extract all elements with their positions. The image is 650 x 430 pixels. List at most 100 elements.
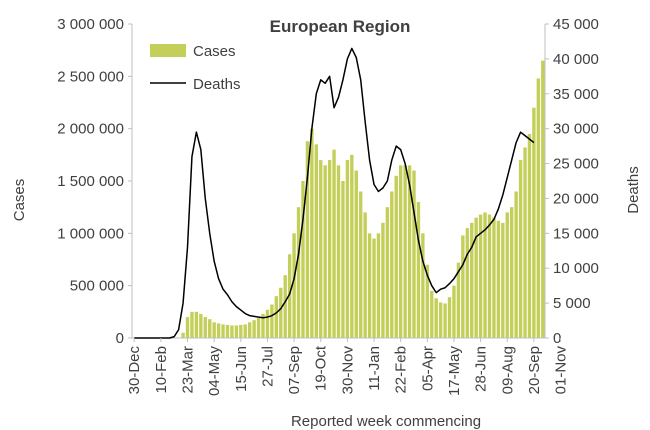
y-tick-right-label: 40 000 (553, 51, 599, 68)
y-tick-right-label: 10 000 (553, 260, 599, 277)
y-tick-right-label: 30 000 (553, 121, 599, 138)
cases-bar (243, 324, 247, 338)
deaths-line-group (134, 47, 535, 339)
x-tick-label: 22-Feb (393, 346, 410, 394)
cases-bar (287, 254, 292, 338)
cases-bar (292, 233, 296, 338)
cases-bar (261, 313, 265, 338)
x-tick-label: 30-Dec (126, 346, 143, 395)
x-tick-label: 27-Jul (259, 346, 276, 387)
cases-bar (376, 233, 381, 338)
y-tick-left-label: 1 500 000 (57, 173, 124, 190)
cases-bar (327, 160, 332, 338)
cases-bar (518, 160, 523, 338)
cases-bar (438, 302, 443, 338)
cases-bar (225, 324, 230, 338)
cases-bar (416, 201, 421, 338)
cases-bar (203, 317, 207, 338)
y-tick-left-label: 500 000 (70, 278, 124, 295)
cases-bar (483, 212, 487, 338)
cases-bar (541, 60, 545, 338)
cases-bar (434, 298, 438, 338)
cases-bar (407, 165, 412, 338)
cases-bar (265, 309, 270, 338)
cases-bar (527, 133, 532, 338)
cases-bar (256, 317, 261, 338)
cases-bar (385, 207, 390, 338)
cases-bar (216, 323, 221, 338)
deaths-line (134, 47, 535, 339)
cases-bar (314, 144, 318, 338)
legend: Cases Deaths (150, 43, 241, 93)
cases-bar (341, 181, 345, 338)
y-tick-right-label: 15 000 (553, 225, 599, 242)
cases-bar (514, 191, 518, 338)
y-tick-left-label: 1 000 000 (57, 225, 124, 242)
x-axis-label: Reported week commencing (291, 413, 481, 430)
cases-bar (310, 128, 314, 338)
cases-bar (452, 285, 456, 338)
cases-bar (510, 207, 514, 338)
cases-bar (478, 214, 483, 338)
y-tick-right-label: 0 (553, 330, 561, 347)
cases-bar (492, 217, 496, 338)
y-tick-left-label: 0 (116, 330, 124, 347)
cases-bar (323, 165, 327, 338)
cases-bar (305, 141, 310, 338)
cases-bar (296, 207, 301, 338)
cases-bar (496, 220, 501, 338)
cases-bar (283, 275, 287, 338)
cases-bar (190, 311, 194, 338)
y-tick-left-label: 2 500 000 (57, 68, 124, 85)
cases-bar (443, 303, 447, 338)
x-tick-label: 15-Jun (233, 346, 250, 392)
cases-bar (425, 264, 430, 338)
cases-bar (239, 324, 243, 338)
y-tick-right-label: 45 000 (553, 16, 599, 33)
cases-bar (394, 175, 398, 338)
cases-bar (359, 191, 363, 338)
legend-label-cases: Cases (193, 43, 236, 60)
cases-bar (279, 287, 283, 338)
x-tick-label: 09-Aug (499, 346, 516, 394)
cases-bar (398, 165, 403, 338)
cases-bar (461, 235, 465, 338)
x-tick-label: 17-May (446, 346, 463, 397)
cases-bar (252, 320, 256, 338)
cases-bar (474, 217, 478, 338)
chart-title: European Region (270, 17, 411, 36)
y-ticks-right: 0 5 000 10 000 15 000 20 000 25 000 30 000 35 0… (545, 16, 599, 347)
cases-bar (536, 78, 541, 339)
cases-bar (274, 296, 279, 338)
legend-label-deaths: Deaths (193, 76, 241, 93)
cases-bar (421, 233, 425, 338)
cases-bar (367, 233, 372, 338)
x-ticks: 30-Dec 10-Feb 23-Mar 04-May 15-Jun 27-Jul 07-S… (126, 338, 570, 397)
x-tick-label: 19-Oct (313, 345, 330, 391)
y-tick-left-label: 3 000 000 (57, 16, 124, 33)
cases-bar (319, 160, 323, 338)
cases-bar (532, 107, 536, 338)
y-axis-right-label: Deaths (625, 166, 642, 214)
cases-bar (208, 319, 212, 338)
cases-bar (456, 262, 461, 338)
y-tick-right-label: 25 000 (553, 156, 599, 173)
x-tick-label: 20-Sep (526, 346, 543, 394)
cases-bar (270, 304, 274, 338)
cases-bar (447, 297, 452, 338)
cases-bar (372, 238, 376, 338)
cases-bar (199, 313, 203, 338)
y-tick-left-label: 2 000 000 (57, 121, 124, 138)
cases-bar (470, 222, 474, 338)
cases-bar (345, 160, 350, 338)
x-tick-label: 04-May (206, 346, 223, 397)
y-tick-right-label: 5 000 (553, 295, 591, 312)
cases-bar (412, 170, 416, 338)
x-tick-label: 10-Feb (153, 346, 170, 394)
cases-bar (390, 191, 394, 338)
cases-bar (181, 332, 185, 338)
cases-bar (212, 322, 216, 338)
cases-bar (336, 165, 341, 338)
x-tick-label: 07-Sep (286, 346, 303, 394)
y-ticks-left: 0 500 000 1 000 000 1 500 000 2 000 000 2 500… (57, 16, 132, 347)
